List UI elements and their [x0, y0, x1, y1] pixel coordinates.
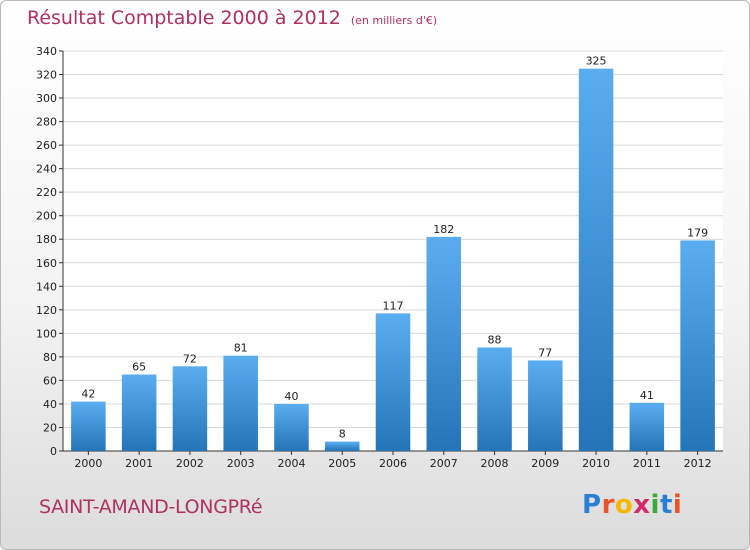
y-tick-label: 200: [36, 210, 57, 223]
y-tick-label: 120: [36, 304, 57, 317]
chart-unit: (en milliers d'€): [350, 14, 438, 27]
y-tick-label: 280: [36, 116, 57, 129]
value-label: 88: [488, 333, 502, 346]
logo-letter: i: [650, 490, 660, 520]
bar-2010: [578, 68, 614, 451]
y-tick-label: 220: [36, 186, 57, 199]
labels: 0 20 40 60 80 100 120 140 160 180 200 220 240 260 280 3…: [36, 45, 712, 470]
x-tick-label: 2011: [633, 457, 661, 470]
chart-title: Résultat Comptable 2000 à 2012 (en millie…: [27, 7, 437, 29]
bar-2005: [324, 441, 360, 451]
y-tick-label: 320: [36, 69, 57, 82]
bar-2003: [223, 355, 258, 451]
commune-name: SAINT-AMAND-LONGPRé: [39, 496, 263, 518]
y-tick-label: 180: [36, 233, 57, 246]
y-tick-label: 300: [36, 92, 57, 105]
value-label: 72: [183, 352, 197, 365]
x-tick-label: 2003: [227, 457, 255, 470]
logo-letter: t: [659, 490, 673, 520]
value-label: 325: [586, 55, 607, 68]
x-tick-label: 2006: [379, 457, 407, 470]
x-tick-label: 2002: [176, 457, 204, 470]
y-tick-label: 160: [36, 257, 57, 270]
y-tick-label: 40: [43, 398, 57, 411]
y-tick-label: 260: [36, 139, 57, 152]
value-label: 42: [81, 388, 95, 401]
logo-letter: r: [601, 490, 615, 520]
logo-letter: P: [582, 490, 602, 520]
logo-letter: o: [614, 490, 634, 520]
y-tick-label: 100: [36, 327, 57, 340]
bar-2001: [121, 374, 157, 451]
value-label: 81: [234, 342, 248, 355]
x-tick-label: 2004: [277, 457, 305, 470]
y-tick-label: 340: [36, 45, 57, 58]
x-tick-label: 2007: [430, 457, 458, 470]
value-label: 65: [132, 361, 146, 374]
chart-title-text: Résultat Comptable 2000 à 2012: [27, 7, 341, 29]
x-tick-label: 2000: [74, 457, 102, 470]
x-tick-label: 2001: [125, 457, 153, 470]
y-tick-label: 20: [43, 421, 57, 434]
x-tick-label: 2008: [481, 457, 509, 470]
bars: [71, 68, 715, 451]
bar-2000: [71, 401, 106, 451]
value-label: 41: [640, 389, 654, 402]
x-tick-label: 2012: [684, 457, 712, 470]
value-label: 179: [687, 226, 708, 239]
logo-letter: x: [633, 490, 651, 520]
x-tick-label: 2005: [328, 457, 356, 470]
value-label: 77: [538, 346, 552, 359]
bar-2006: [375, 313, 411, 451]
value-label: 182: [433, 223, 454, 236]
bar-2011: [629, 402, 665, 451]
bar-2009: [528, 360, 563, 451]
y-tick-label: 140: [36, 280, 57, 293]
x-tick-label: 2009: [531, 457, 559, 470]
y-tick-label: 60: [43, 374, 57, 387]
bar-2012: [680, 240, 715, 451]
bar-2004: [274, 403, 309, 451]
y-tick-label: 240: [36, 163, 57, 176]
value-label: 117: [383, 299, 404, 312]
bar-2002: [172, 366, 208, 451]
x-tick-label: 2010: [582, 457, 610, 470]
bar-2007: [426, 236, 462, 451]
proxiti-logo: Proxiti: [582, 490, 682, 520]
logo-letter: i: [672, 490, 683, 520]
value-label: 8: [339, 428, 346, 441]
y-tick-label: 80: [43, 351, 57, 364]
value-label: 40: [284, 390, 298, 403]
y-tick-label: 0: [50, 445, 57, 458]
bar-2008: [477, 347, 512, 451]
